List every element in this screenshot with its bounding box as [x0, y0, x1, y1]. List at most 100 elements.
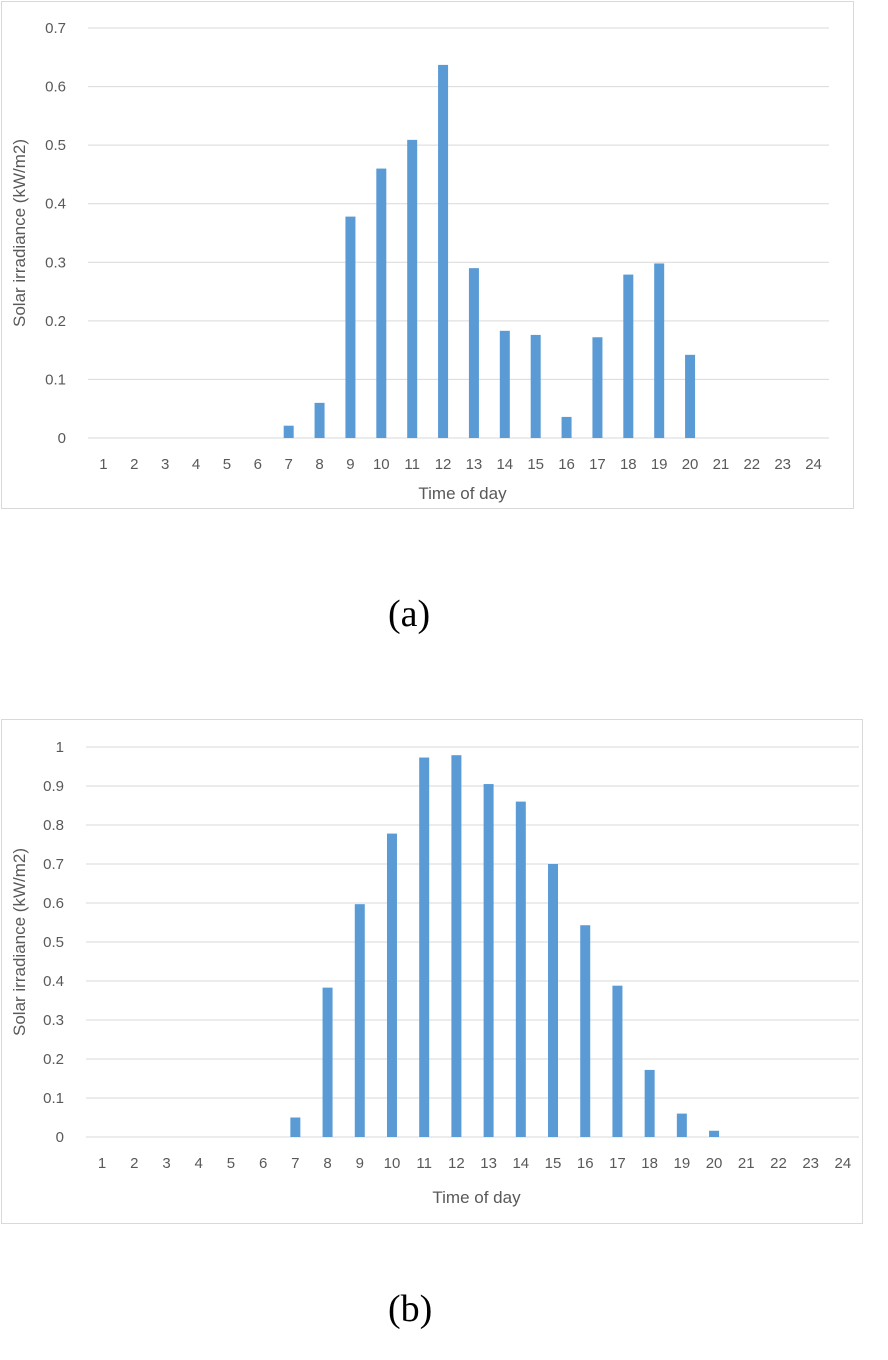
x-axis-title: Time of day: [432, 1188, 521, 1207]
x-tick-label: 7: [291, 1155, 299, 1172]
x-tick-label: 3: [162, 1155, 170, 1172]
x-tick-label: 9: [346, 456, 354, 473]
x-tick-label: 15: [527, 456, 544, 473]
chart-panel-b: 0 0.1 0.2 0.3 0.4 0.5 0.6 0.7 0.8 0.9 1 1 2 3 4 5 6 7 8 9 10…: [1, 719, 863, 1224]
bar-hour-18: [623, 274, 634, 438]
bar-hour-12: [451, 755, 462, 1137]
y-tick-label: 0.5: [45, 137, 66, 154]
x-tick-label: 7: [285, 456, 293, 473]
y-tick-label: 0.4: [43, 973, 64, 990]
x-tick-label: 3: [161, 456, 169, 473]
y-tick-label: 0.6: [45, 79, 66, 96]
x-tick-label: 4: [195, 1155, 203, 1172]
bar-hour-18: [644, 1069, 655, 1137]
bar-hour-11: [419, 757, 430, 1137]
y-tick-label: 0.9: [43, 778, 64, 795]
bar-hour-8: [322, 987, 333, 1137]
bar-hour-15: [548, 864, 559, 1137]
bar-hour-13: [483, 784, 494, 1137]
x-tick-label: 8: [323, 1155, 331, 1172]
x-tick-label: 8: [315, 456, 323, 473]
y-tick-label: 0.1: [45, 371, 66, 388]
x-axis-title: Time of day: [418, 484, 507, 503]
x-tick-label: 2: [130, 456, 138, 473]
x-tick-label: 4: [192, 456, 200, 473]
y-tick-label: 0.1: [43, 1090, 64, 1107]
x-tick-label: 17: [589, 456, 606, 473]
x-tick-label: 1: [98, 1155, 106, 1172]
bar-hour-8: [314, 402, 325, 438]
bar-hour-10: [376, 168, 387, 439]
y-tick-label: 0.3: [45, 254, 66, 271]
x-tick-label: 6: [259, 1155, 267, 1172]
x-tick-label: 9: [356, 1155, 364, 1172]
x-tick-label: 19: [651, 456, 668, 473]
bar-hour-9: [345, 216, 356, 438]
x-tick-label: 5: [223, 456, 231, 473]
x-tick-label: 22: [743, 456, 760, 473]
bar-hour-9: [354, 904, 365, 1137]
bar-hour-15: [530, 334, 541, 438]
x-tick-label: 16: [577, 1155, 594, 1172]
bar-hour-14: [499, 330, 510, 438]
bar-hour-13: [468, 268, 479, 438]
bar-hour-11: [407, 139, 418, 438]
bar-hour-20: [709, 1130, 720, 1137]
bar-hour-7: [290, 1117, 301, 1137]
x-tick-label: 12: [435, 456, 452, 473]
y-tick-label: 0.6: [43, 895, 64, 912]
bar-hour-12: [438, 64, 449, 439]
x-tick-label: 24: [835, 1155, 852, 1172]
y-tick-label: 1: [56, 739, 64, 756]
y-tick-label: 0.7: [43, 856, 64, 873]
x-tick-label: 24: [805, 456, 822, 473]
x-tick-label: 12: [448, 1155, 465, 1172]
x-tick-label: 18: [641, 1155, 658, 1172]
y-tick-label: 0.4: [45, 196, 66, 213]
y-tick-label: 0.5: [43, 934, 64, 951]
x-tick-label: 20: [706, 1155, 723, 1172]
x-tick-label: 13: [480, 1155, 497, 1172]
bar-hour-16: [561, 416, 572, 438]
y-tick-label: 0.7: [45, 20, 66, 37]
x-tick-label: 20: [682, 456, 699, 473]
y-tick-label: 0: [56, 1129, 64, 1146]
x-tick-label: 21: [738, 1155, 755, 1172]
y-tick-label: 0.2: [43, 1051, 64, 1068]
bar-hour-10: [386, 833, 397, 1137]
bar-hour-16: [580, 925, 591, 1137]
y-tick-label: 0: [58, 430, 66, 447]
x-tick-label: 10: [373, 456, 390, 473]
y-axis-title: Solar irradiance (kW/m2): [10, 848, 29, 1036]
x-tick-label: 11: [416, 1155, 432, 1172]
x-tick-label: 2: [130, 1155, 138, 1172]
x-tick-label: 5: [227, 1155, 235, 1172]
bar-hour-17: [592, 337, 603, 438]
caption-a: (a): [388, 593, 431, 635]
x-tick-label: 14: [512, 1155, 529, 1172]
y-axis-title: Solar irradiance (kW/m2): [10, 139, 29, 327]
x-tick-label: 22: [770, 1155, 787, 1172]
x-tick-label: 17: [609, 1155, 626, 1172]
x-tick-label: 21: [713, 456, 730, 473]
x-tick-label: 18: [620, 456, 637, 473]
bar-hour-19: [676, 1113, 687, 1137]
x-tick-label: 1: [99, 456, 107, 473]
chart-b-svg: 00.10.20.30.40.50.60.70.80.911 2 3 4 5 6 7 8 9 10…: [10, 739, 859, 1207]
bar-hour-19: [654, 263, 665, 438]
x-tick-label: 13: [466, 456, 483, 473]
y-tick-label: 0.8: [43, 817, 64, 834]
chart-a-svg: 00.10.20.30.40.50.60.71 2 3 4 5 6 7 8 9 10 11 12 13 1…: [10, 20, 829, 503]
x-tick-label: 10: [384, 1155, 401, 1172]
bar-hour-14: [515, 801, 526, 1137]
x-tick-label: 15: [545, 1155, 562, 1172]
y-tick-label: 0.3: [43, 1012, 64, 1029]
bar-hour-20: [685, 354, 696, 438]
caption-b: (b): [388, 1288, 433, 1330]
x-tick-label: 14: [496, 456, 513, 473]
x-tick-label: 16: [558, 456, 575, 473]
y-tick-label: 0.2: [45, 313, 66, 330]
bar-hour-7: [283, 425, 294, 438]
x-tick-label: 6: [254, 456, 262, 473]
x-tick-label: 19: [674, 1155, 691, 1172]
